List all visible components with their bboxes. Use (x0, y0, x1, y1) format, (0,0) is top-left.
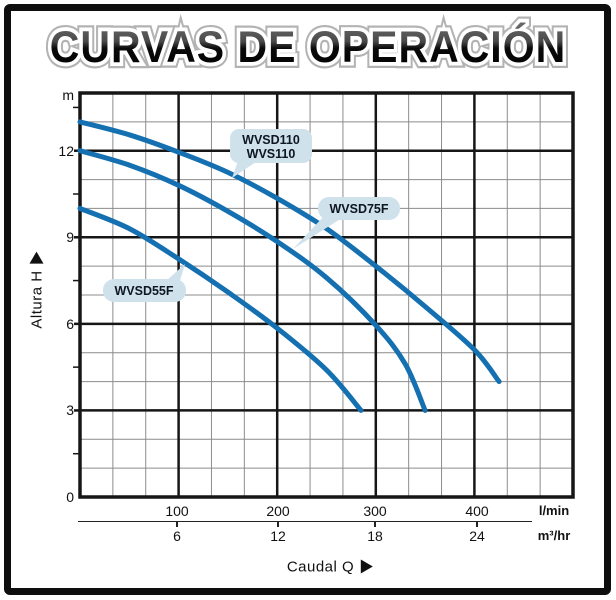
y-tick-6: 6 (66, 316, 74, 332)
y-tick-0: 0 (66, 489, 74, 505)
curve-wvsd75f (77, 148, 428, 413)
callout-wvsd110: WVSD110 WVS110 (230, 129, 312, 178)
x-tick-12: 12 (270, 528, 286, 544)
conversion-tick (176, 521, 178, 527)
y-tick-9: 9 (66, 229, 74, 245)
operation-curves-plot: WVSD110 WVS110 WVSD75F WVSD55F (73, 91, 575, 499)
y-axis-label: Altura H (28, 251, 46, 329)
callout-tail (232, 161, 256, 178)
y-axis-unit: m (62, 87, 74, 103)
up-arrow-icon (29, 251, 44, 264)
page-title-outline-gray: CURVAS DE OPERACIÓN (44, 16, 570, 78)
callout-bubble (103, 279, 186, 302)
curve-label-wvsd75f: WVSD75F (329, 202, 388, 216)
x-tick-400: 400 (465, 503, 489, 519)
page-title-outline-white: CURVAS DE OPERACIÓN (46, 18, 568, 75)
x-axis-unit-m3hr: m³/hr (537, 528, 571, 543)
callout-bubble (230, 129, 312, 163)
x-tick-200: 200 (266, 503, 290, 519)
x-tick-6: 6 (173, 528, 181, 544)
page-title: CURVAS DE OPERACIÓN CURVAS DE OPERACIÓN … (0, 16, 616, 84)
conversion-tick (374, 521, 376, 527)
curve-label-wvsd55f: WVSD55F (114, 284, 173, 298)
y-tick-12: 12 (58, 143, 74, 159)
x-axis-unit-lmin: l/min (538, 503, 570, 518)
curve-label-wvsd110-line2: WVS110 (247, 147, 296, 161)
x-axis-label-text: Caudal Q (286, 558, 355, 576)
curve-label-wvsd110-line1: WVSD110 (242, 133, 300, 147)
conversion-tick (277, 521, 279, 527)
x-tick-18: 18 (367, 528, 383, 544)
conversion-scale-line (78, 521, 532, 522)
x-tick-100: 100 (165, 503, 189, 519)
x-tick-24: 24 (469, 528, 485, 544)
y-tick-3: 3 (66, 402, 74, 418)
x-tick-300: 300 (363, 503, 387, 519)
pump-curves (77, 119, 502, 413)
callout-wvsd75f: WVSD75F (293, 197, 400, 249)
callout-tail (293, 215, 342, 249)
x-axis-label: Caudal Q (286, 558, 374, 576)
callout-bubble (318, 197, 400, 220)
y-axis-label-text: Altura H (28, 270, 46, 329)
conversion-tick (476, 521, 478, 527)
curve-wvsd110 (77, 119, 502, 385)
curve-wvsd55f (77, 205, 364, 413)
page-title-text: CURVAS DE OPERACIÓN (49, 22, 567, 72)
right-arrow-icon (361, 559, 374, 574)
callout-wvsd55f: WVSD55F (103, 264, 186, 302)
